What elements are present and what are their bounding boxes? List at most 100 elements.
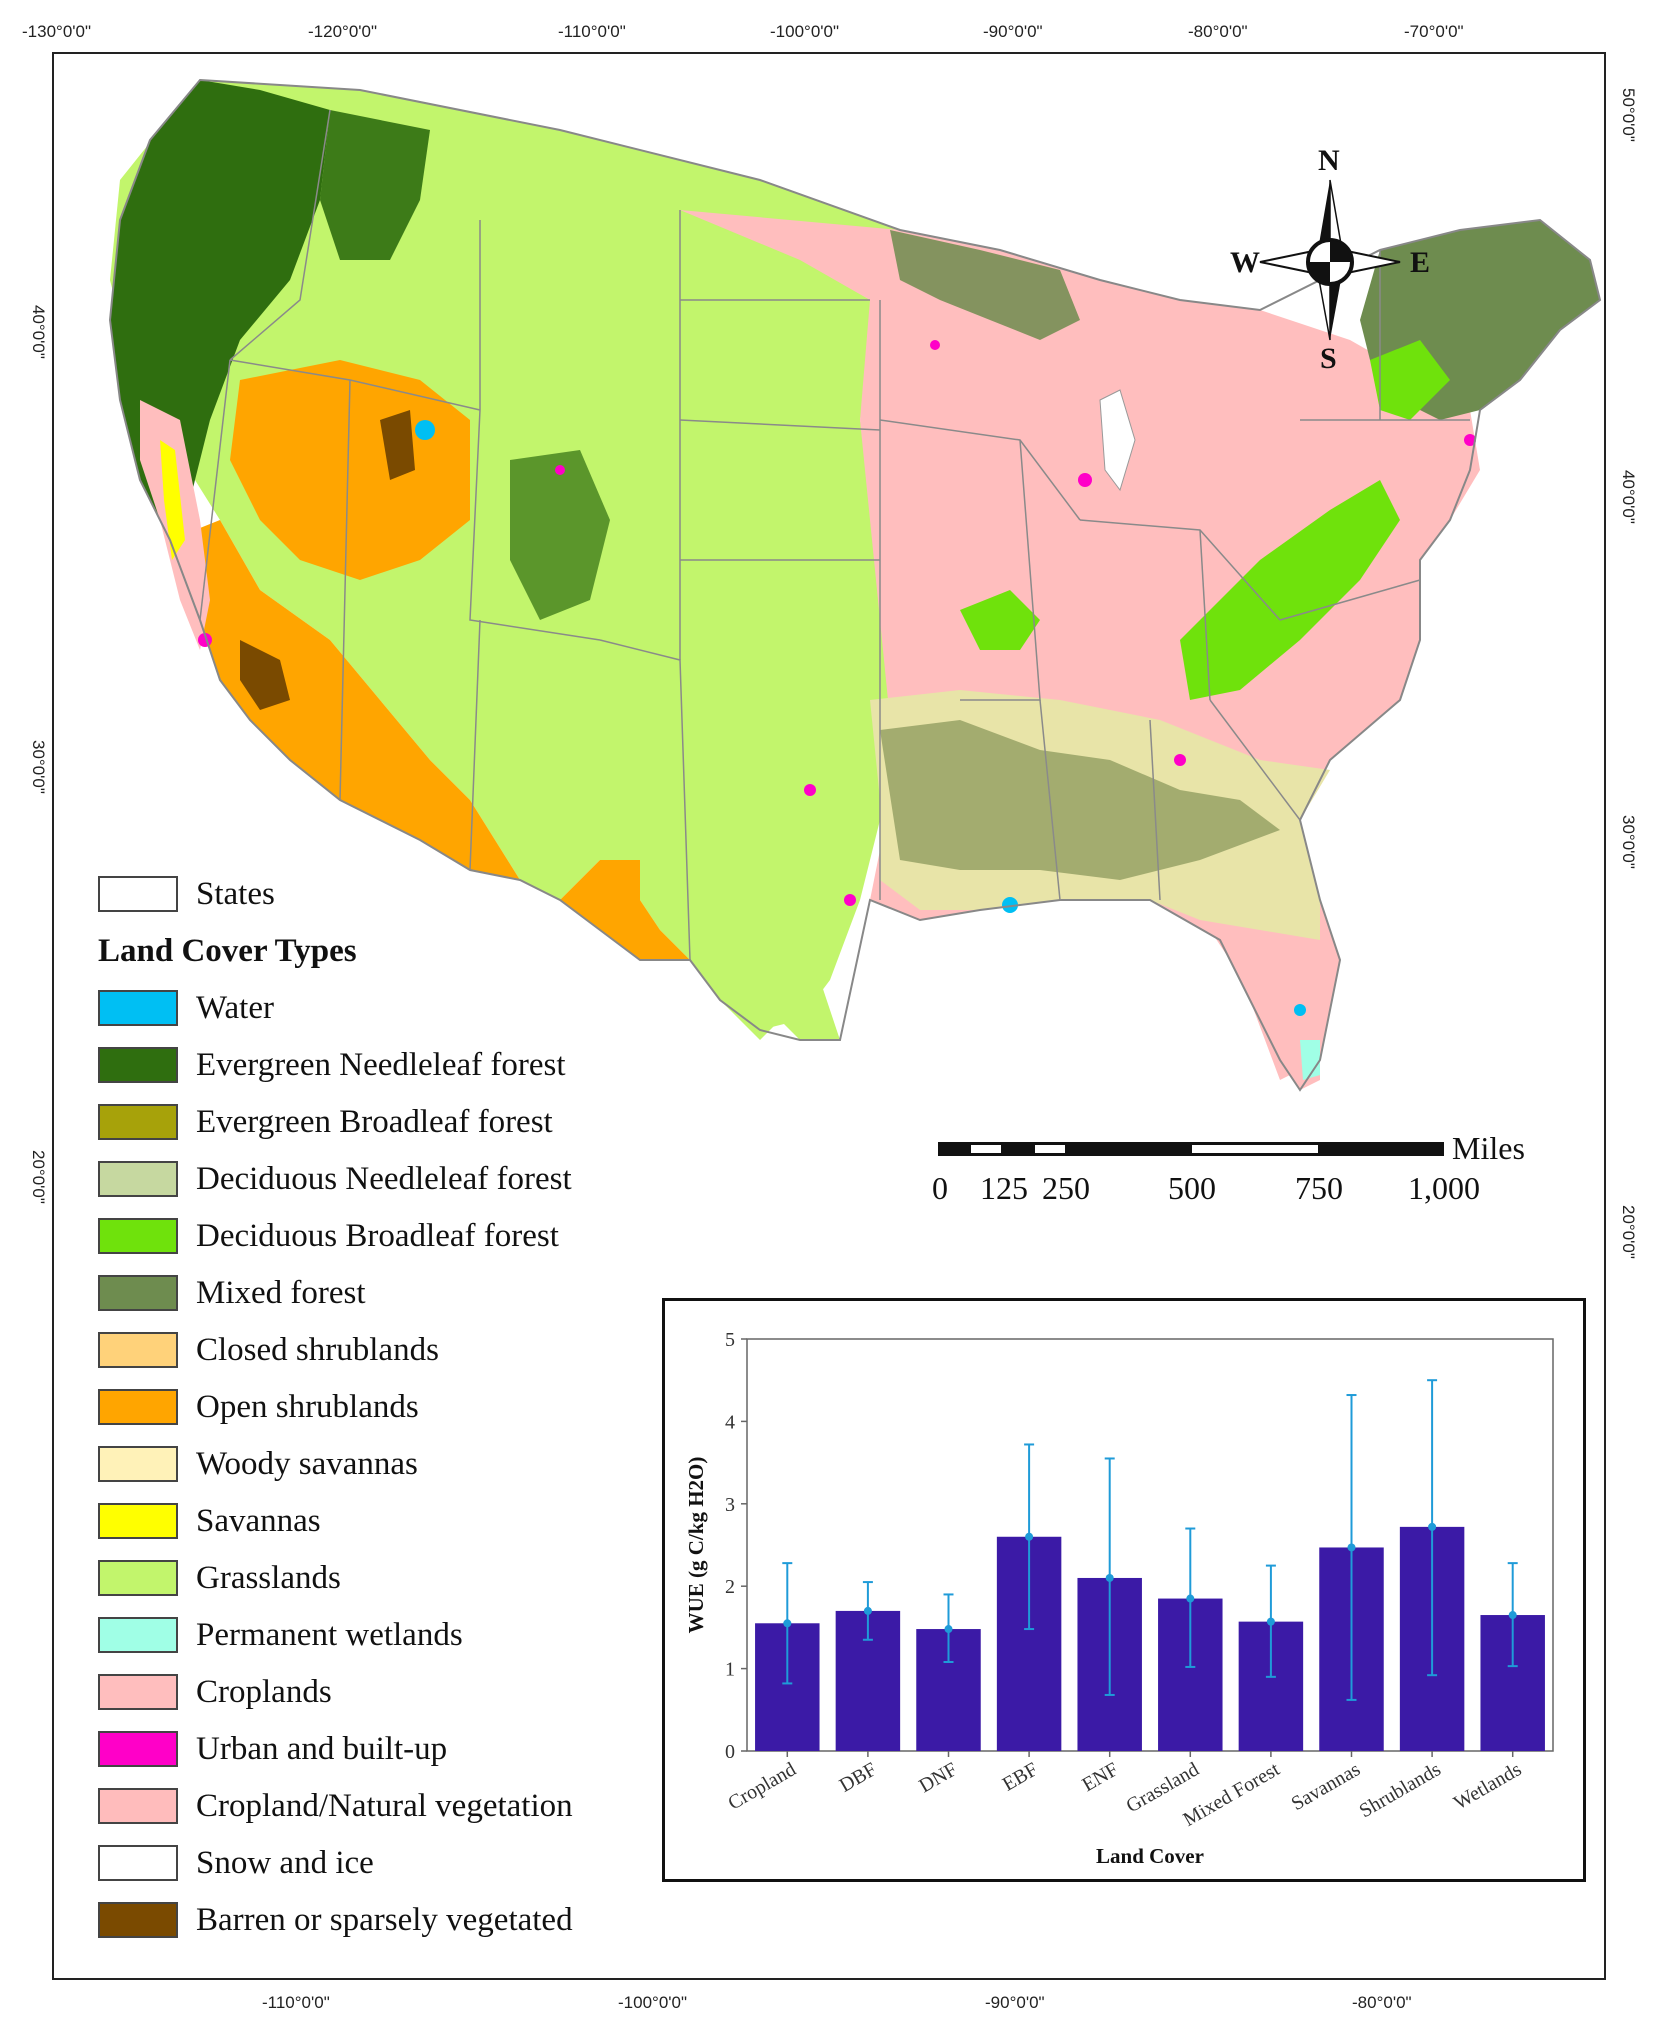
legend-label: Closed shrublands — [196, 1331, 439, 1368]
legend-swatch — [98, 1332, 178, 1368]
wue-bar-chart: 0 1 2 3 4 5 Cropland DBF DNF EBF ENF Grassland Mixed… — [662, 1298, 1586, 1882]
legend-label: Cropland/Natural vegetation — [196, 1787, 573, 1824]
region-everglades — [1300, 1040, 1320, 1080]
region-florida — [1210, 930, 1320, 1090]
water-salt-lake — [415, 420, 435, 440]
mean-point — [1025, 1532, 1034, 1541]
legend-label: Mixed forest — [196, 1274, 366, 1311]
y-tick-label: 2 — [725, 1576, 735, 1598]
mean-point — [1428, 1522, 1437, 1531]
coord-top-2: -110°0'0" — [558, 22, 626, 41]
legend-swatch — [98, 990, 178, 1026]
compass-w-label: W — [1230, 246, 1260, 279]
legend-label-states: States — [196, 875, 275, 912]
legend-row-states: States — [98, 872, 275, 916]
region-colorado-forest — [510, 450, 610, 620]
water-louisiana — [1002, 897, 1018, 913]
legend-title: Land Cover Types — [98, 932, 357, 969]
x-tick-label: EBF — [999, 1758, 1042, 1795]
x-tick-label: Wetlands — [1450, 1758, 1525, 1814]
legend-swatch — [98, 1731, 178, 1767]
x-tick-label: Cropland — [724, 1758, 799, 1814]
urban-dallas — [804, 784, 816, 796]
mean-point — [1266, 1617, 1275, 1626]
coord-bottom-0: -110°0'0" — [262, 1993, 330, 2012]
x-tick-label: DBF — [836, 1758, 881, 1797]
legend-swatch — [98, 1788, 178, 1824]
region-texas-grass — [640, 860, 840, 1040]
region-barren-2 — [240, 640, 290, 710]
mean-point — [783, 1619, 792, 1628]
compass-icon — [1259, 179, 1401, 341]
coord-bottom-2: -90°0'0" — [985, 1993, 1045, 2012]
coord-bottom-1: -100°0'0" — [618, 1993, 688, 2012]
legend-row: Closed shrublands — [98, 1328, 439, 1372]
legend-swatch — [98, 1902, 178, 1938]
legend-row: Savannas — [98, 1499, 321, 1543]
legend-row: Mixed forest — [98, 1271, 366, 1315]
y-tick-label: 4 — [725, 1411, 735, 1433]
mean-point — [1508, 1611, 1517, 1620]
mean-point — [863, 1606, 872, 1615]
y-tick-label: 0 — [725, 1741, 735, 1763]
legend-row: Open shrublands — [98, 1385, 419, 1429]
legend-label: Evergreen Needleleaf forest — [196, 1046, 566, 1083]
urban-nyc — [1464, 434, 1476, 446]
legend-title-row: Land Cover Types — [98, 929, 357, 973]
coord-top-5: -80°0'0" — [1188, 22, 1248, 41]
legend-row: Deciduous Needleleaf forest — [98, 1157, 572, 1201]
legend-row: Cropland/Natural vegetation — [98, 1784, 573, 1828]
urban-houston — [844, 894, 856, 906]
legend-swatch — [98, 1275, 178, 1311]
urban-minneapolis — [930, 340, 940, 350]
region-ne-deciduous — [1370, 340, 1450, 420]
map-frame — [52, 52, 1606, 1980]
legend-label: Urban and built-up — [196, 1730, 448, 1767]
legend-label: Savannas — [196, 1502, 321, 1539]
coord-bottom-3: -80°0'0" — [1352, 1993, 1412, 2012]
plot-area-border — [746, 1338, 1554, 1752]
legend-label: Grasslands — [196, 1559, 341, 1596]
x-axis-title: Land Cover — [1096, 1844, 1204, 1868]
region-barren — [380, 410, 415, 480]
urban-denver — [555, 465, 565, 475]
scale-unit-label: Miles — [1452, 1130, 1525, 1166]
coord-top-0: -130°0'0" — [22, 22, 92, 41]
scale-tick-500: 500 — [1168, 1170, 1216, 1206]
y-tick-label: 1 — [725, 1659, 735, 1681]
legend-swatch — [98, 1218, 178, 1254]
legend-row: Water — [98, 986, 274, 1030]
mean-point — [1347, 1543, 1356, 1552]
region-grasslands — [110, 80, 900, 1030]
region-rockies-forest — [320, 110, 430, 260]
legend-swatch-states — [98, 876, 178, 912]
region-sw-shrublands — [170, 520, 690, 960]
compass-s-label: S — [1320, 342, 1337, 375]
legend-row: Evergreen Needleleaf forest — [98, 1043, 566, 1087]
scale-bar-graphic — [938, 1142, 1444, 1156]
scale-tick-1000: 1,000 — [1408, 1170, 1480, 1206]
scale-tick-250: 250 — [1042, 1170, 1090, 1206]
legend-label: Barren or sparsely vegetated — [196, 1901, 573, 1938]
region-appalachia — [1180, 480, 1400, 700]
x-tick-label: ENF — [1078, 1758, 1122, 1796]
us-outline — [108, 78, 1602, 1092]
legend-label: Deciduous Needleleaf forest — [196, 1160, 572, 1197]
region-california-savanna — [160, 440, 185, 560]
legend-row: Evergreen Broadleaf forest — [98, 1100, 553, 1144]
scale-bar: 0 125 250 500 750 1,000 Miles — [932, 1130, 1525, 1210]
legend-label: Evergreen Broadleaf forest — [196, 1103, 553, 1140]
mean-point — [944, 1625, 953, 1634]
legend-row: Deciduous Broadleaf forest — [98, 1214, 559, 1258]
legend-swatch — [98, 1446, 178, 1482]
region-mixed-se — [880, 720, 1280, 880]
legend-row: Barren or sparsely vegetated — [98, 1898, 573, 1942]
scale-tick-750: 750 — [1295, 1170, 1343, 1206]
legend-row: Woody savannas — [98, 1442, 418, 1486]
y-tick-label: 3 — [725, 1494, 735, 1516]
urban-chicago — [1078, 473, 1092, 487]
mean-point — [1186, 1594, 1195, 1603]
